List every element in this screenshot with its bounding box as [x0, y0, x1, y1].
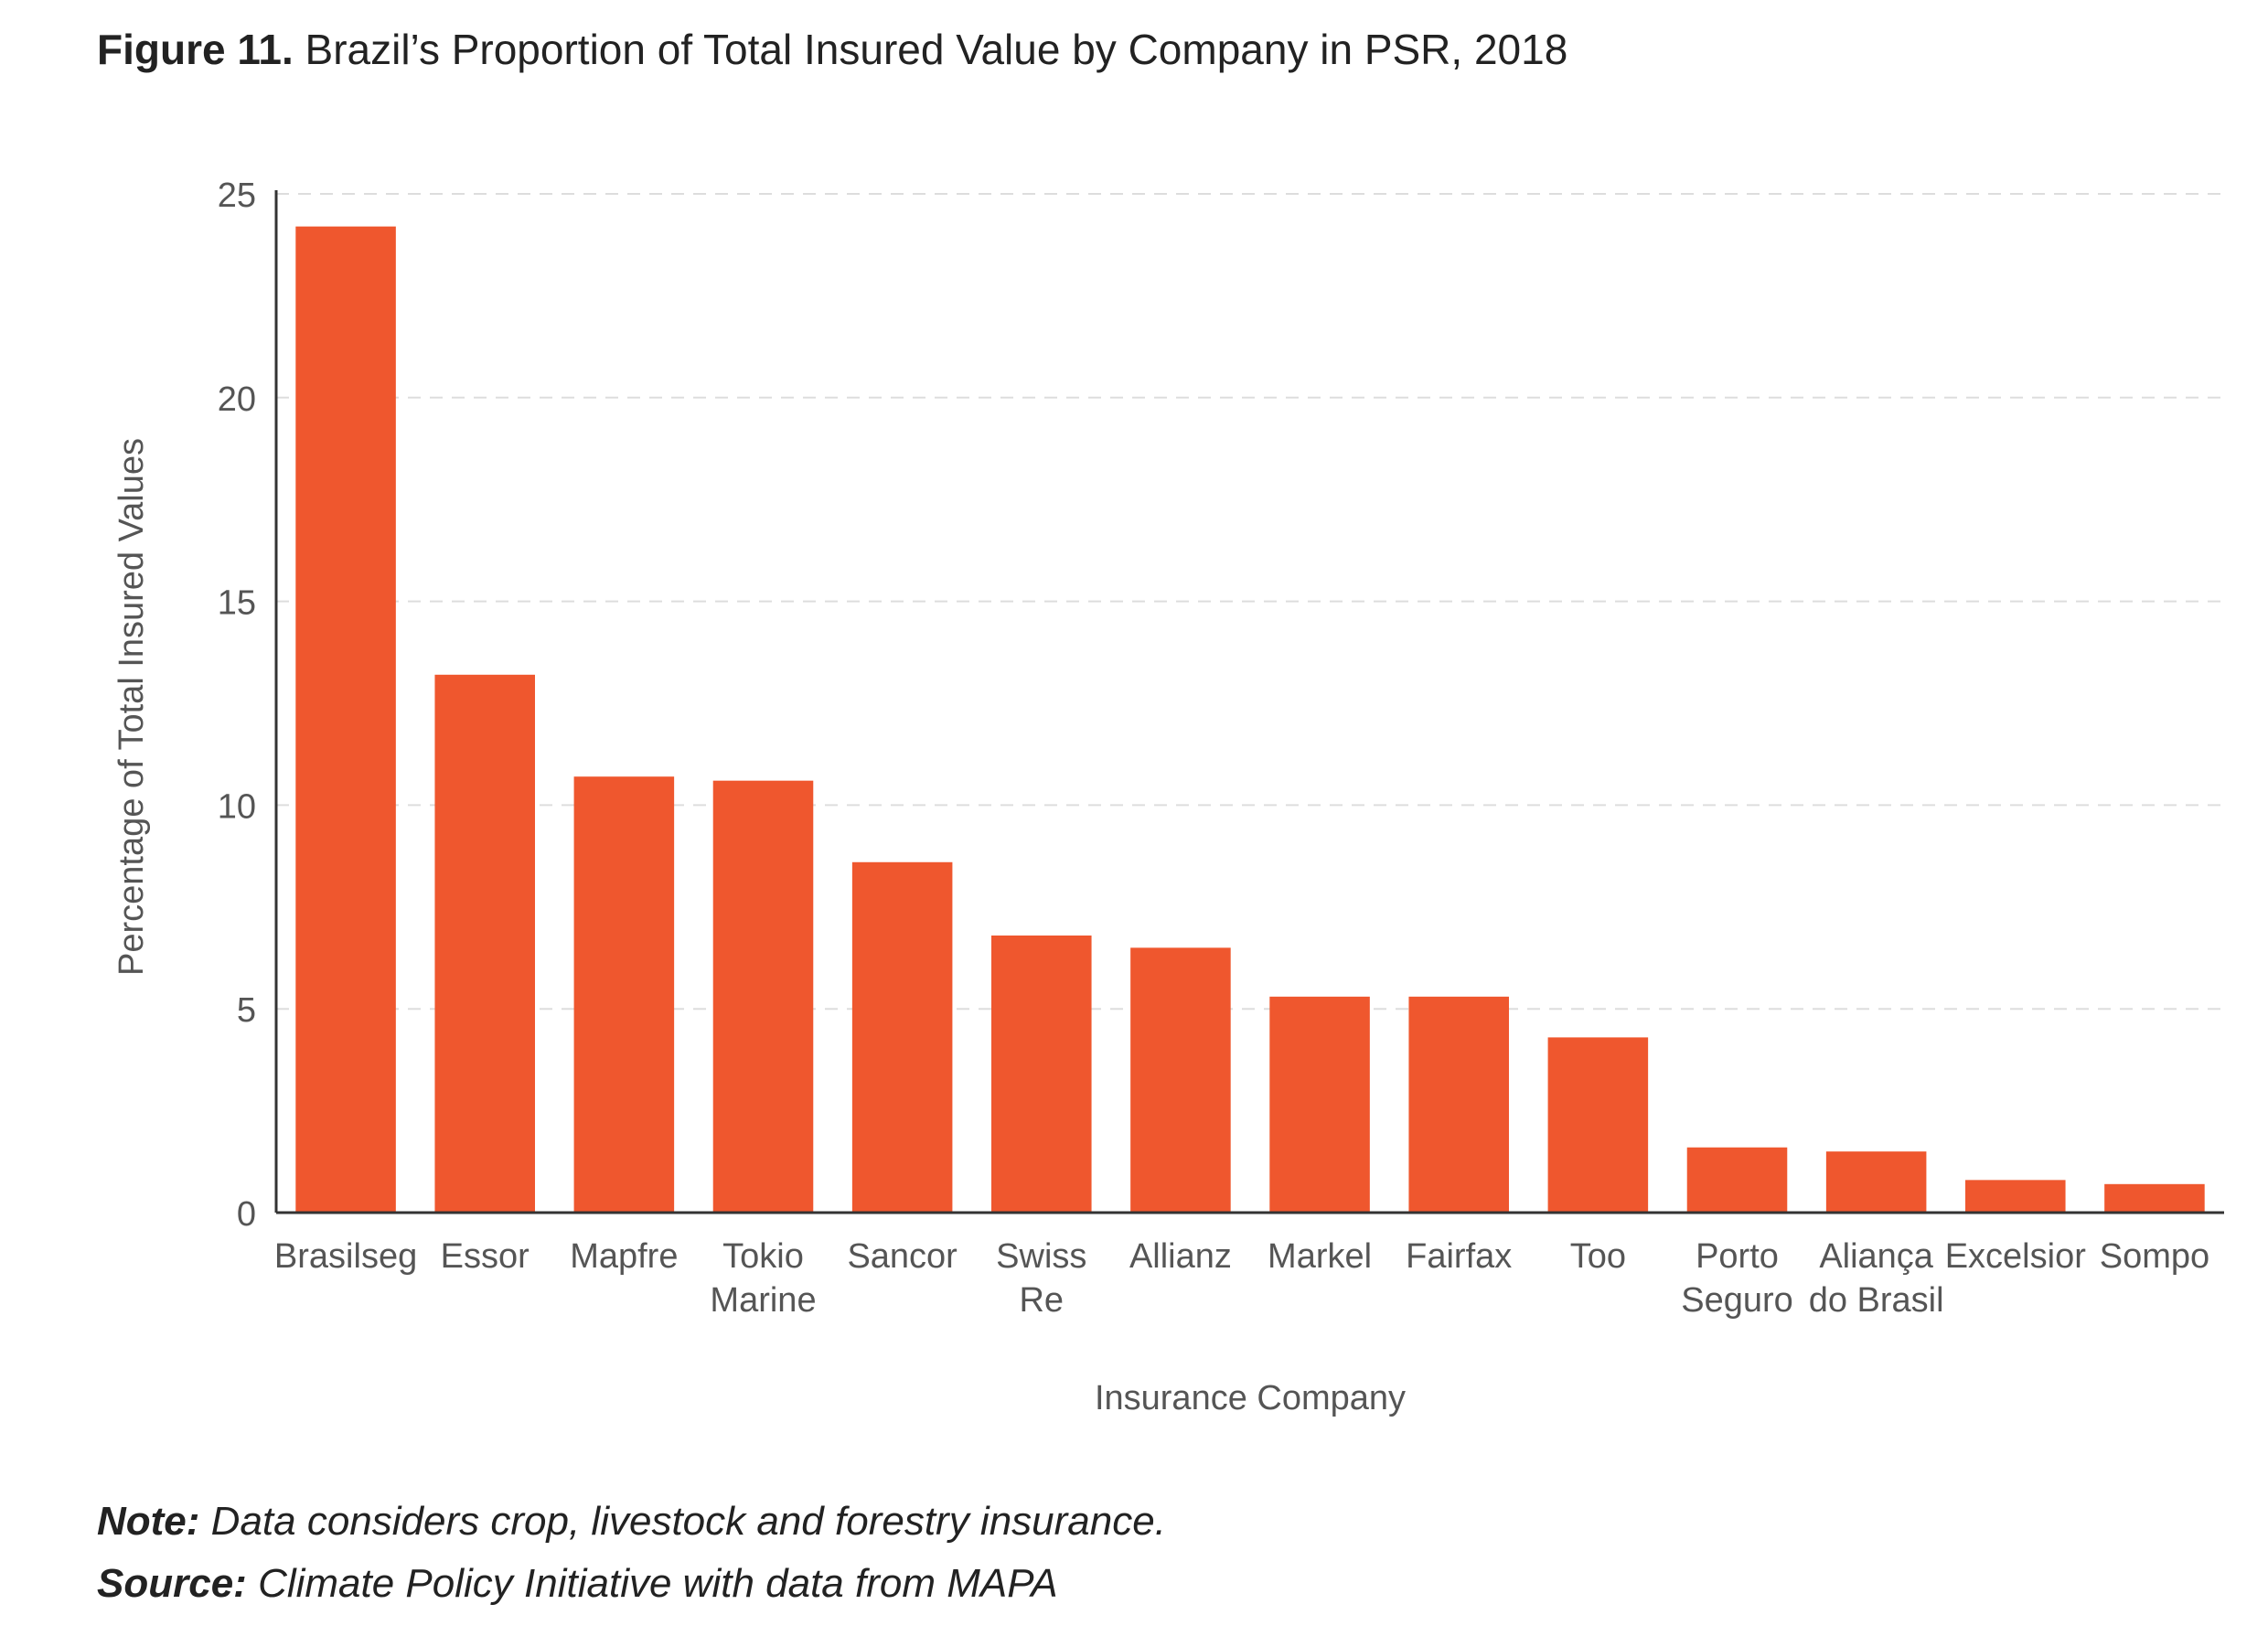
- source-line: Source: Climate Policy Initiative with d…: [97, 1553, 1166, 1615]
- x-tick-label-line: Aliança: [1819, 1237, 1933, 1276]
- bar: [1686, 1147, 1788, 1213]
- gridlines: [276, 193, 2224, 1011]
- bar: [1825, 1151, 1927, 1213]
- x-tick-label: Sompo: [2100, 1237, 2209, 1276]
- bar: [712, 780, 814, 1213]
- bar-chart: 0 5 10 15 20 25 Brasilseg Essor Mapfre Tokio Mari…: [112, 176, 2224, 1417]
- x-tick-label: Mapfre: [570, 1237, 678, 1276]
- note-line: Note: Data considers crop, livestock and…: [97, 1491, 1166, 1553]
- x-tick-label: Fairfax: [1406, 1237, 1512, 1276]
- x-tick-label: Too: [1570, 1237, 1626, 1276]
- x-tick-label-line: do Brasil: [1809, 1281, 1944, 1320]
- bar: [851, 861, 953, 1213]
- x-tick-label-line: Swiss: [996, 1237, 1086, 1276]
- y-tick-label: 0: [237, 1195, 256, 1234]
- y-tick-label: 15: [218, 584, 256, 623]
- x-tick-label-line: Mapfre: [570, 1237, 678, 1276]
- source-label: Source:: [97, 1561, 247, 1606]
- bar: [991, 935, 1092, 1213]
- figure-notes: Note: Data considers crop, livestock and…: [97, 1491, 1166, 1615]
- x-tick-label-line: Too: [1570, 1237, 1626, 1276]
- y-tick-label: 10: [218, 787, 256, 826]
- x-tick-label-line: Markel: [1268, 1237, 1372, 1276]
- x-tick-label: Brasilseg: [274, 1237, 417, 1276]
- x-tick-label: Sancor: [847, 1237, 957, 1276]
- x-tick-label-line: Fairfax: [1406, 1237, 1512, 1276]
- bar: [573, 776, 675, 1213]
- x-tick-label-line: Essor: [441, 1237, 530, 1276]
- x-tick-label: Markel: [1268, 1237, 1372, 1276]
- x-tick-label-line: Porto: [1696, 1237, 1779, 1276]
- x-tick-label-line: Sancor: [847, 1237, 957, 1276]
- y-tick-label: 5: [237, 991, 256, 1030]
- figure-title-text: Brazil’s Proportion of Total Insured Val…: [305, 26, 1568, 73]
- x-tick-label-line: Sompo: [2100, 1237, 2209, 1276]
- x-tick-label-line: Excelsior: [1945, 1237, 2086, 1276]
- bar: [1408, 996, 1509, 1213]
- y-tick-label: 25: [218, 176, 256, 215]
- source-text: Climate Policy Initiative with data from…: [258, 1561, 1058, 1606]
- x-tick-label: Tokio Marine: [710, 1237, 816, 1320]
- note-label: Note:: [97, 1499, 200, 1544]
- bar: [1130, 947, 1231, 1213]
- bar: [1965, 1180, 2066, 1213]
- figure-title: Figure 11. Brazil’s Proportion of Total …: [97, 20, 1567, 79]
- x-tick-label-line: Allianz: [1129, 1237, 1232, 1276]
- figure-label: Figure 11.: [97, 26, 294, 73]
- bar: [434, 674, 535, 1213]
- bars: [295, 226, 2205, 1214]
- x-tick-label: Allianz: [1129, 1237, 1232, 1276]
- x-tick-label-line: Seguro: [1681, 1281, 1793, 1320]
- x-tick-labels: Brasilseg Essor Mapfre Tokio Marine Sancor Swi…: [274, 1237, 2209, 1320]
- note-text: Data considers crop, livestock and fores…: [210, 1499, 1166, 1544]
- y-axis-label: Percentage of Total Insured Values: [112, 438, 151, 976]
- x-axis-label: Insurance Company: [1095, 1379, 1406, 1417]
- x-tick-label-line: Brasilseg: [274, 1237, 417, 1276]
- x-tick-label: Porto Seguro: [1681, 1237, 1793, 1320]
- y-tick-labels: 0 5 10 15 20 25: [218, 176, 256, 1234]
- x-tick-label-line: Marine: [710, 1281, 816, 1320]
- x-tick-label: Excelsior: [1945, 1237, 2086, 1276]
- x-tick-label-line: Re: [1019, 1281, 1064, 1320]
- x-tick-label: Aliança do Brasil: [1809, 1237, 1944, 1320]
- bar: [2104, 1183, 2205, 1213]
- bar: [1547, 1037, 1649, 1213]
- x-tick-label: Swiss Re: [996, 1237, 1086, 1320]
- bar: [295, 226, 396, 1214]
- bar: [1269, 996, 1370, 1213]
- x-tick-label-line: Tokio: [722, 1237, 804, 1276]
- x-tick-label: Essor: [441, 1237, 530, 1276]
- axes: [274, 190, 2224, 1214]
- y-tick-label: 20: [218, 380, 256, 419]
